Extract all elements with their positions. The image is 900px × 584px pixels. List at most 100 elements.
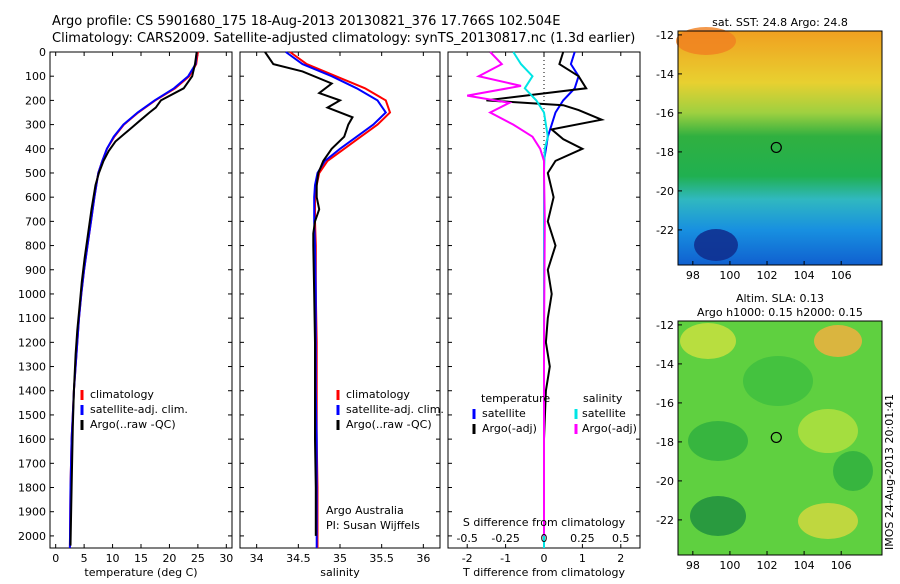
- y-tick-label: -20: [656, 475, 674, 488]
- legend-label: satellite: [582, 407, 626, 420]
- sst-field: [678, 31, 882, 265]
- y-tick-label: -14: [656, 68, 674, 81]
- y-tick-label: 500: [25, 167, 46, 180]
- x-tick-label: 104: [794, 269, 815, 282]
- x-tick-label: 98: [686, 559, 700, 572]
- y-tick-label: -12: [656, 29, 674, 42]
- argo-location-marker: [770, 431, 782, 444]
- legend-label: Argo(-adj): [582, 422, 637, 435]
- series-satellite: [543, 51, 580, 548]
- y-tick-label: -12: [656, 319, 674, 332]
- title-line-1: Argo profile: CS 5901680_175 18-Aug-2013…: [52, 14, 560, 29]
- y-tick-label: 1900: [18, 506, 46, 519]
- x-tick-label: 104: [794, 559, 815, 572]
- y-tick-label: 900: [25, 264, 46, 277]
- y-tick-label: 1400: [18, 385, 46, 398]
- temperature-profile-frame: [49, 51, 233, 549]
- y-tick-label: 1800: [18, 482, 46, 495]
- y-tick-label: 600: [25, 191, 46, 204]
- x-tick-label: 5: [81, 552, 88, 565]
- y-tick-label: 800: [25, 240, 46, 253]
- x-tick-label: 25: [191, 552, 205, 565]
- series-argo-raw-qc-: [69, 51, 198, 546]
- legend-label: satellite-adj. clim.: [346, 403, 444, 416]
- top-x-tick-label: -0.25: [491, 532, 519, 545]
- y-tick-label: 1100: [18, 312, 46, 325]
- sla-patch: [688, 421, 748, 461]
- y-tick-label: 200: [25, 94, 46, 107]
- x-tick-label: 0: [541, 552, 548, 565]
- series-climatology: [289, 51, 392, 548]
- x-tick-label: 1: [579, 552, 586, 565]
- sla-map-panel: 98 100 102 104 106 -12 -14 -16 -18 -20 -22 Altim. S…: [656, 292, 883, 572]
- y-tick-label: 1000: [18, 288, 46, 301]
- annotation-line-1: Argo Australia: [326, 504, 404, 517]
- y-tick-label: 700: [25, 215, 46, 228]
- x-axis-label: T difference from climatology: [462, 566, 625, 579]
- y-tick-label: 300: [25, 119, 46, 132]
- x-tick-label: 0: [52, 552, 59, 565]
- x-tick-label: 102: [757, 269, 778, 282]
- difference-profile-panel: -2 -1 0 1 2T difference from climatology -0.5…: [447, 51, 641, 579]
- x-tick-label: 36: [416, 552, 430, 565]
- y-tick-label: -16: [656, 397, 674, 410]
- y-tick-label: 1300: [18, 361, 46, 374]
- title-line-2: Climatology: CARS2009. Satellite-adjuste…: [52, 31, 635, 46]
- top-x-tick-label: 0.5: [612, 532, 630, 545]
- y-tick-label: 1500: [18, 409, 46, 422]
- y-tick-label: -16: [656, 107, 674, 120]
- top-x-tick-label: -0.5: [456, 532, 477, 545]
- footer-timestamp: IMOS 24-Aug-2013 20:01:41: [883, 394, 896, 550]
- legend-title-salinity: salinity: [583, 392, 623, 405]
- sla-patch: [743, 356, 813, 406]
- x-tick-label: 2: [617, 552, 624, 565]
- x-tick-label: 106: [831, 269, 852, 282]
- x-tick-label: 34: [250, 552, 264, 565]
- series-argo-adj-: [486, 51, 606, 536]
- warm-patch: [676, 27, 736, 55]
- y-tick-label: -20: [656, 185, 674, 198]
- legend-label: climatology: [346, 388, 410, 401]
- series-satellite-adj-clim-: [285, 51, 388, 548]
- y-tick-label: 400: [25, 143, 46, 156]
- y-tick-label: 2000: [18, 530, 46, 543]
- salinity-profile-panel: 34 34.5 35 35.5 36 salinity climatology satelli…: [239, 51, 444, 579]
- x-axis-label: temperature (deg C): [84, 566, 197, 579]
- x-tick-label: 15: [134, 552, 148, 565]
- x-tick-label: 106: [831, 559, 852, 572]
- series-argo-raw-qc-: [264, 51, 354, 536]
- y-tick-label: -18: [656, 436, 674, 449]
- x-tick-label: 102: [757, 559, 778, 572]
- y-tick-label: -22: [656, 514, 674, 527]
- series-satellite-salinity: [512, 51, 549, 548]
- y-tick-label: -22: [656, 224, 674, 237]
- legend-label: satellite-adj. clim.: [90, 403, 188, 416]
- legend-label: satellite: [482, 407, 526, 420]
- y-tick-label: 0: [39, 46, 46, 59]
- y-tick-label: -14: [656, 358, 674, 371]
- top-x-tick-label: 0.25: [570, 532, 595, 545]
- x-tick-label: 35.5: [369, 552, 394, 565]
- y-tick-label: -18: [656, 146, 674, 159]
- cold-patch: [694, 229, 738, 261]
- top-x-tick-label: 0: [541, 532, 548, 545]
- sla-map-frame: [677, 320, 883, 556]
- legend-label: Argo(..raw -QC): [90, 418, 176, 431]
- annotation-line-2: PI: Susan Wijffels: [326, 519, 420, 532]
- sla-map-title-2: Argo h1000: 0.15 h2000: 0.15: [697, 306, 863, 319]
- sla-patch: [690, 496, 746, 536]
- sst-map-title: sat. SST: 24.8 Argo: 24.8: [712, 16, 848, 29]
- x-axis-label: salinity: [320, 566, 360, 579]
- salinity-profile-frame: [239, 51, 441, 549]
- legend-label: Argo(-adj): [482, 422, 537, 435]
- legend-title-temperature: temperature: [481, 392, 550, 405]
- sst-map-frame: [677, 30, 883, 266]
- top-x-axis-label: S difference from climatology: [463, 516, 626, 529]
- sla-map-title-1: Altim. SLA: 0.13: [736, 292, 824, 305]
- y-tick-label: 1700: [18, 457, 46, 470]
- sla-patch: [814, 325, 862, 357]
- y-tick-label: 100: [25, 70, 46, 83]
- x-tick-label: 35: [333, 552, 347, 565]
- sst-map-panel: 98 100 102 104 106 -12 -14 -16 -18 -20 -22 sat. SST…: [656, 16, 883, 282]
